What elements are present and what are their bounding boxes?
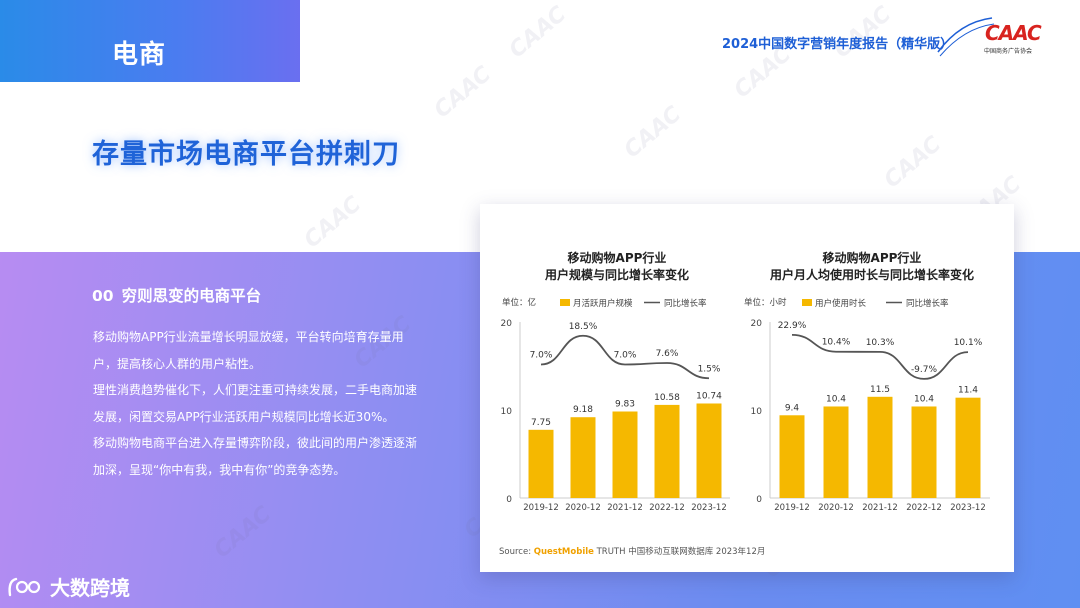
body-paragraph: 移动购物APP行业流量增长明显放缓，平台转向培育存量用户，提高核心人群的用户粘性… <box>93 330 404 371</box>
x-tick-label: 2023-12 <box>691 503 727 513</box>
main-heading: 存量市场电商平台拼刺刀 <box>92 139 400 170</box>
bar <box>867 396 893 498</box>
legend-bar-label: 用户使用时长 <box>815 298 867 309</box>
logo-swoosh-icon <box>937 17 995 57</box>
line-value-label: 10.1% <box>954 338 983 348</box>
section-tab-label: 电商 <box>112 40 167 70</box>
bar-value-label: 9.18 <box>573 405 593 415</box>
caac-logo-subtitle: 中国商务广告协会 <box>984 48 1033 55</box>
x-tick-label: 2023-12 <box>950 503 986 513</box>
chart-title: 移动购物APP行业 <box>568 250 667 265</box>
bar-value-label: 10.58 <box>654 393 680 403</box>
x-tick-label: 2019-12 <box>774 503 810 513</box>
line-value-label: 7.0% <box>530 351 553 361</box>
line-value-label: 10.4% <box>822 338 851 348</box>
caac-logo: CAAC <box>985 21 1042 45</box>
x-tick-label: 2019-12 <box>523 503 559 513</box>
bar-value-label: 10.4 <box>826 394 846 404</box>
chart-subtitle: 用户月人均使用时长与同比增长率变化 <box>769 267 974 282</box>
sub-heading-text: 穷则思变的电商平台 <box>121 287 262 305</box>
brand-logo-icon <box>8 577 41 596</box>
line-value-label: 22.9% <box>778 321 807 331</box>
chart-title: 移动购物APP行业 <box>823 250 922 265</box>
bar <box>779 415 805 498</box>
y-tick-label: 10 <box>501 407 513 417</box>
x-tick-label: 2020-12 <box>818 503 854 513</box>
source-brand: QuestMobile <box>533 547 594 557</box>
line-value-label: 7.6% <box>656 349 679 359</box>
bar-value-label: 10.74 <box>696 391 722 401</box>
bar <box>955 397 981 498</box>
body-paragraph: 理性消费趋势催化下，人们更注重可持续发展，二手电商加速发展，闲置交易APP行业活… <box>93 383 418 424</box>
sub-heading-number: 00 <box>92 287 114 305</box>
chart-card: 移动购物APP行业用户规模与同比增长率变化单位：亿 月活跃用户规模 同比增长率 0 10… <box>480 204 1014 572</box>
x-tick-label: 2022-12 <box>906 503 942 513</box>
report-title: 2024中国数字营销年度报告（精华版） <box>722 37 954 52</box>
bar-value-label: 11.4 <box>958 386 978 396</box>
line-value-label: 18.5% <box>569 322 598 332</box>
legend-bar-swatch <box>802 299 812 306</box>
y-tick-label: 0 <box>506 495 512 505</box>
bar <box>696 403 722 498</box>
source-prefix: Source: <box>499 547 532 557</box>
brand: 大数跨境 <box>6 572 130 601</box>
y-tick-label: 0 <box>756 495 762 505</box>
chart-source: Source: QuestMobile TRUTH 中国移动互联网数据库 202… <box>499 545 765 557</box>
bar <box>612 411 638 498</box>
legend-line-label: 同比增长率 <box>664 298 707 309</box>
bar-value-label: 9.4 <box>785 403 800 413</box>
body-text: 移动购物APP行业流量增长明显放缓，平台转向培育存量用户，提高核心人群的用户粘性… <box>93 324 423 483</box>
bar <box>654 404 680 498</box>
bar-value-label: 11.5 <box>870 385 890 395</box>
sub-heading: 00 穷则思变的电商平台 <box>92 284 261 306</box>
chart-unit: 单位：亿 <box>502 297 536 308</box>
bar <box>570 417 596 498</box>
x-tick-label: 2022-12 <box>649 503 685 513</box>
line-value-label: 1.5% <box>698 364 721 374</box>
legend-line-label: 同比增长率 <box>906 298 949 309</box>
line-value-label: -9.7% <box>911 365 938 375</box>
y-tick-label: 20 <box>751 319 763 329</box>
bar-value-label: 10.4 <box>914 394 934 404</box>
bar-value-label: 9.83 <box>615 399 635 409</box>
x-tick-label: 2021-12 <box>607 503 643 513</box>
bar <box>823 406 849 498</box>
line-value-label: 10.3% <box>866 338 895 348</box>
legend-bar-label: 月活跃用户规模 <box>573 298 633 309</box>
brand-name: 大数跨境 <box>50 576 130 600</box>
y-tick-label: 20 <box>501 319 513 329</box>
body-paragraph: 移动购物电商平台进入存量博弈阶段，彼此间的用户渗透逐渐加深，呈现“你中有我，我中… <box>93 436 418 477</box>
chart-unit: 单位：小时 <box>744 297 787 308</box>
x-tick-label: 2021-12 <box>862 503 898 513</box>
section-tab: 电商 <box>0 0 300 82</box>
growth-line <box>540 334 710 380</box>
bar-value-label: 7.75 <box>531 418 551 428</box>
bar <box>528 429 554 498</box>
growth-line <box>791 333 969 380</box>
source-rest: TRUTH 中国移动互联网数据库 2023年12月 <box>596 547 766 557</box>
line-value-label: 7.0% <box>614 351 637 361</box>
legend-bar-swatch <box>560 299 570 306</box>
bar <box>911 406 937 498</box>
y-tick-label: 10 <box>751 407 763 417</box>
x-tick-label: 2020-12 <box>565 503 601 513</box>
chart-subtitle: 用户规模与同比增长率变化 <box>544 267 689 282</box>
